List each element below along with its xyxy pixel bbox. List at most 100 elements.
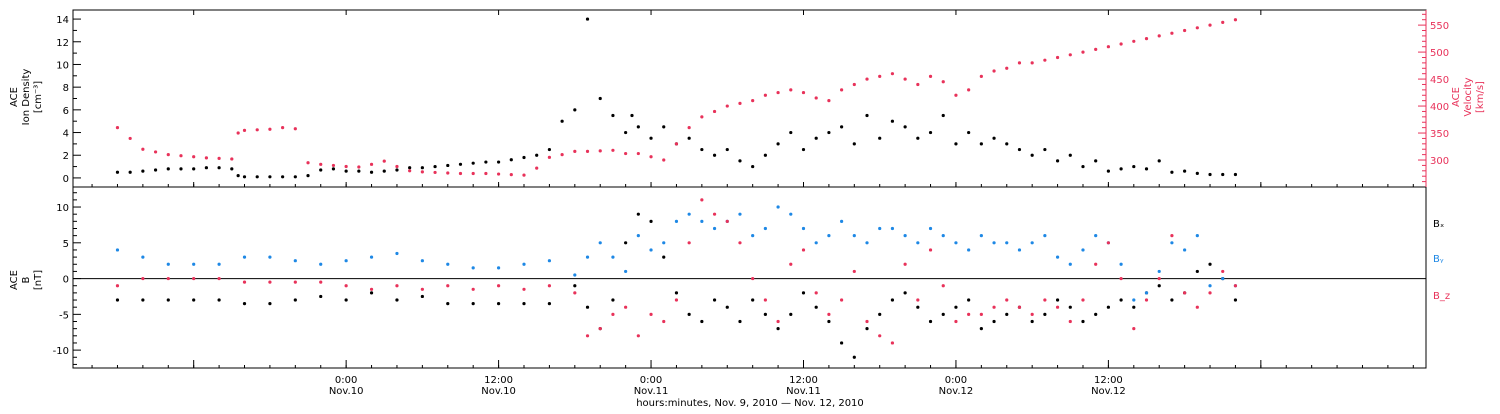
bz-point <box>1043 298 1047 302</box>
magnetic-field-panel-frame <box>72 186 1427 369</box>
bx-point <box>649 219 653 223</box>
density-y-tick-label: 14 <box>56 15 69 26</box>
by-point <box>611 255 615 259</box>
bx-point <box>369 291 374 295</box>
bz-point <box>395 284 399 288</box>
bx-point <box>1094 312 1098 316</box>
density-point <box>166 167 170 171</box>
velocity-point <box>624 151 628 156</box>
bx-point <box>903 291 907 295</box>
velocity-point <box>1170 31 1174 35</box>
bz-point <box>954 319 958 324</box>
bz-point <box>725 219 729 223</box>
density-point <box>471 161 475 165</box>
bx-point <box>1208 262 1212 266</box>
velocity-point <box>1144 37 1149 41</box>
bx-point <box>192 298 196 302</box>
bz-point <box>1055 305 1060 309</box>
by-point <box>852 234 856 238</box>
by-point <box>1183 248 1187 252</box>
density-point <box>179 167 183 171</box>
by-point <box>992 241 996 245</box>
by-point <box>268 255 272 259</box>
by-point <box>141 255 145 259</box>
velocity-point <box>662 158 666 162</box>
density-point <box>1106 169 1110 173</box>
velocity-point <box>433 170 437 175</box>
bx-point <box>776 327 780 331</box>
bz-point <box>192 276 196 281</box>
by-point <box>217 262 221 266</box>
bz-point <box>928 248 933 252</box>
bz-point <box>420 287 424 291</box>
density-point <box>230 167 234 171</box>
density-point <box>458 162 463 166</box>
velocity-point <box>128 136 132 141</box>
by-point <box>878 226 882 231</box>
by-point <box>865 241 869 245</box>
velocity-point <box>776 90 780 95</box>
velocity-point <box>236 131 240 135</box>
bx-point <box>573 284 577 288</box>
bz-point <box>1170 234 1174 238</box>
density-point <box>522 155 526 160</box>
bz-point <box>700 198 704 202</box>
bz-point <box>687 241 691 245</box>
by-point <box>801 226 806 231</box>
bx-point <box>217 298 221 302</box>
density-point <box>547 147 552 152</box>
bz-point <box>1157 276 1161 281</box>
x-tick-label-date: Nov.12 <box>1091 386 1126 397</box>
x-tick-label-date: Nov.11 <box>634 386 669 397</box>
bx-point <box>547 302 552 306</box>
velocity-point <box>535 166 539 170</box>
density-point <box>789 130 793 135</box>
velocity-point <box>1157 34 1161 38</box>
velocity-point <box>992 69 996 73</box>
bx-point <box>890 298 895 302</box>
density-point <box>992 136 996 140</box>
bz-point <box>1094 262 1098 266</box>
velocity-point <box>230 157 234 161</box>
density-point <box>1094 159 1098 163</box>
bz-point <box>1081 298 1085 302</box>
bx-point <box>712 298 717 302</box>
bz-point <box>992 305 996 309</box>
density-point <box>776 142 780 146</box>
bfield-y-tick-label: -5 <box>59 310 69 321</box>
bx-point <box>801 291 806 295</box>
bx-point <box>751 298 755 302</box>
velocity-point <box>636 151 640 156</box>
velocity-point <box>941 80 945 84</box>
velocity-ylabel-line1: ACE <box>1451 87 1462 107</box>
bz-point <box>217 276 221 281</box>
velocity-point <box>458 171 463 176</box>
density-point <box>217 166 221 170</box>
bx-point <box>636 212 640 216</box>
bz-point <box>979 312 983 316</box>
velocity-point <box>1005 66 1009 70</box>
by-point <box>763 226 767 231</box>
density-point <box>395 168 399 172</box>
bx-point <box>967 298 971 302</box>
x-axis-label: hours:minutes, Nov. 9, 2010 — Nov. 12, 2… <box>636 398 864 409</box>
bfield-ylabel-line2: B <box>21 276 32 283</box>
by-point <box>319 262 323 266</box>
bx-point <box>827 319 831 324</box>
velocity-point <box>598 149 602 153</box>
by-point <box>446 262 450 266</box>
velocity-point <box>141 147 145 151</box>
velocity-point <box>827 99 831 103</box>
by-point <box>789 212 793 216</box>
velocity-point <box>840 88 844 92</box>
density-point <box>1144 167 1149 171</box>
by-point <box>1157 269 1161 274</box>
velocity-y-tick-label: 550 <box>1430 21 1449 32</box>
velocity-point <box>344 164 348 169</box>
bx-point <box>941 312 945 316</box>
by-point <box>903 234 907 238</box>
bx-point <box>763 312 767 316</box>
by-point <box>967 248 971 252</box>
velocity-point <box>700 115 704 119</box>
